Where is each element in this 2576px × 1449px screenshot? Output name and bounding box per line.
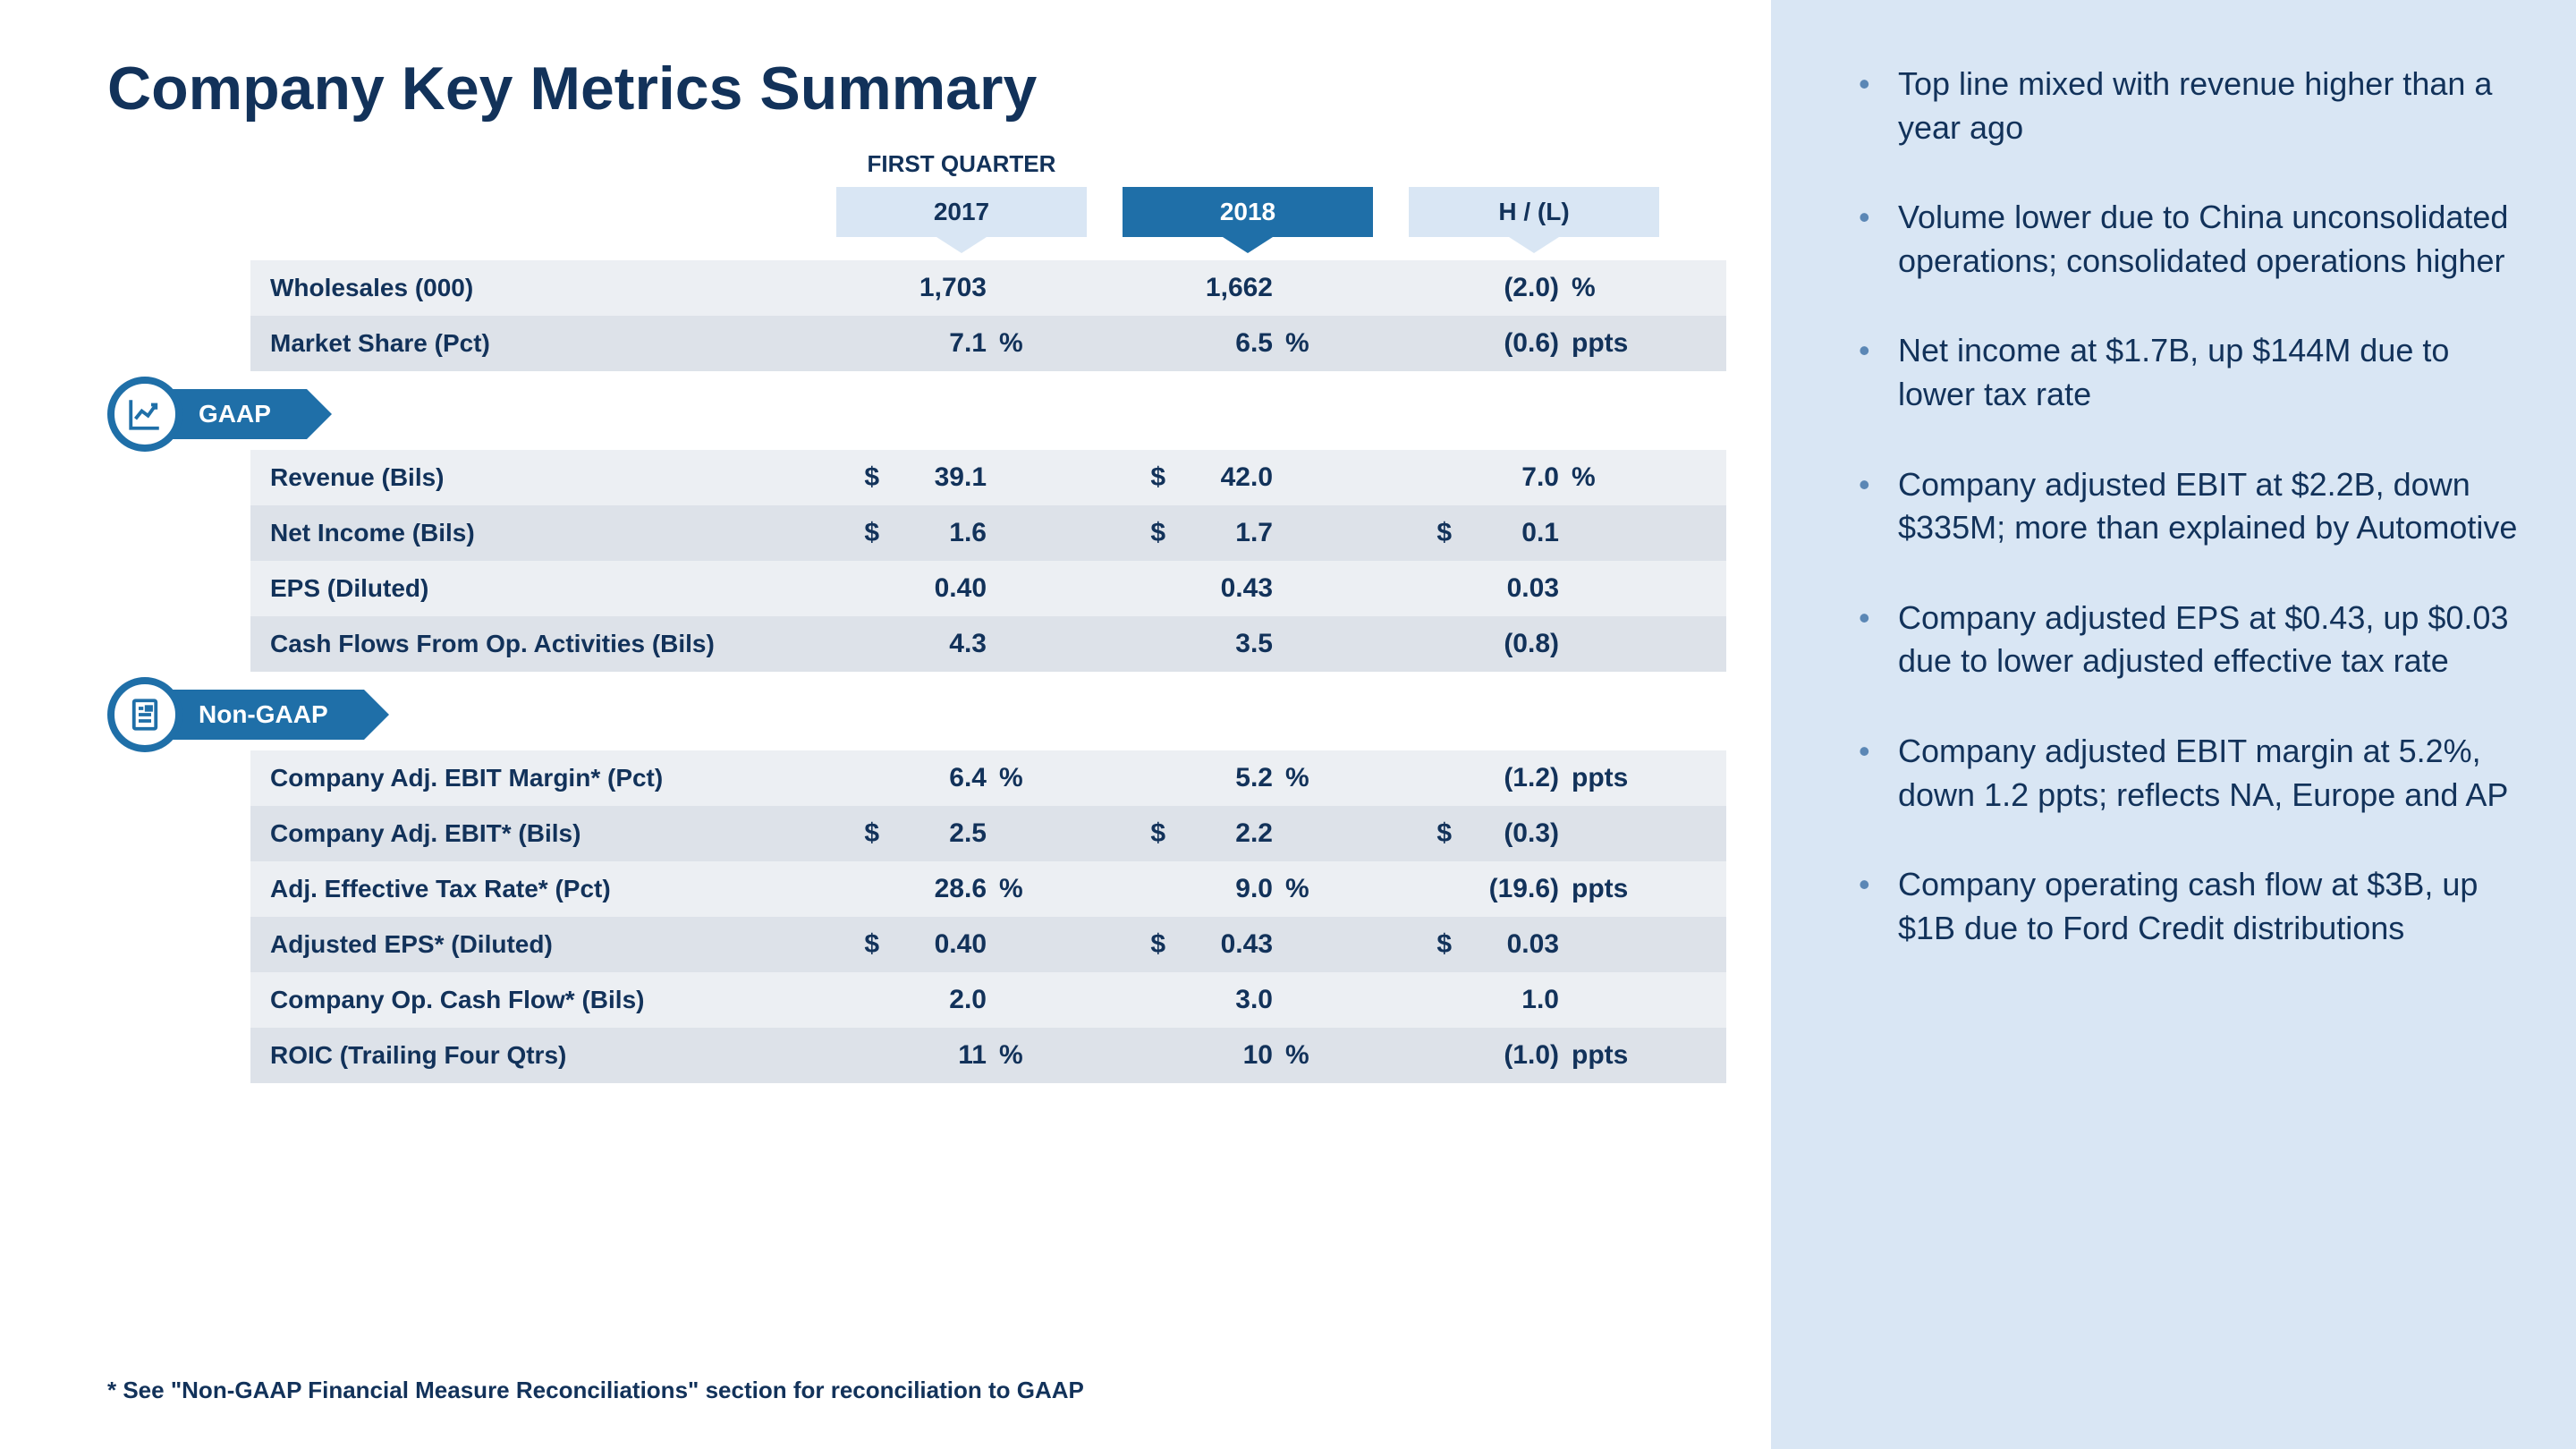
bullet-item: Company adjusted EBIT margin at 5.2%, do… [1852, 730, 2522, 817]
cell-y2: $1.7 [1123, 518, 1373, 548]
sidebar: Top line mixed with revenue higher than … [1771, 0, 2576, 1449]
cell-y2: 10% [1123, 1040, 1373, 1071]
table-row: EPS (Diluted)0.40 0.43 0.03 [250, 561, 1726, 616]
quarter-label: FIRST QUARTER [836, 150, 1087, 178]
cell-y1: 0.40 [836, 573, 1087, 604]
main-panel: Company Key Metrics Summary FIRST QUARTE… [0, 0, 1771, 1449]
bullet-list: Top line mixed with revenue higher than … [1852, 63, 2522, 950]
cell-hl: 0.03 [1409, 573, 1659, 604]
bullet-item: Company operating cash flow at $3B, up $… [1852, 863, 2522, 950]
cell-y1: $39.1 [836, 462, 1087, 493]
bullet-item: Top line mixed with revenue higher than … [1852, 63, 2522, 149]
cell-hl: $0.1 [1409, 518, 1659, 548]
row-label: Market Share (Pct) [250, 329, 836, 358]
bullet-item: Company adjusted EPS at $0.43, up $0.03 … [1852, 597, 2522, 683]
cell-y1: 2.0 [836, 985, 1087, 1015]
cell-y1: 11% [836, 1040, 1087, 1071]
nongaap-rows: Company Adj. EBIT Margin* (Pct)6.4% 5.2% (… [250, 750, 1726, 1083]
cell-y1: 1,703 [836, 273, 1087, 303]
table-row: Wholesales (000)1,703 1,662 (2.0)% [250, 260, 1726, 316]
page-title: Company Key Metrics Summary [107, 54, 1726, 123]
col-header-hl: H / (L) [1409, 187, 1659, 237]
table-row: Revenue (Bils)$39.1 $42.0 7.0% [250, 450, 1726, 505]
row-label: Company Adj. EBIT Margin* (Pct) [250, 764, 836, 792]
column-headers: 2017 2018 H / (L) [250, 187, 1726, 237]
bullet-item: Company adjusted EBIT at $2.2B, down $33… [1852, 463, 2522, 550]
document-icon [107, 677, 182, 752]
row-label: Company Op. Cash Flow* (Bils) [250, 986, 836, 1014]
top-rows: Wholesales (000)1,703 1,662 (2.0)% Market S… [250, 260, 1726, 371]
row-label: Company Adj. EBIT* (Bils) [250, 819, 836, 848]
chart-icon [107, 377, 182, 452]
table-row: Company Op. Cash Flow* (Bils)2.0 3.0 1.0 [250, 972, 1726, 1028]
cell-y2: $2.2 [1123, 818, 1373, 849]
gaap-rows: Revenue (Bils)$39.1 $42.0 7.0% Net Income (… [250, 450, 1726, 672]
bullet-item: Volume lower due to China unconsolidated… [1852, 196, 2522, 283]
table-row: ROIC (Trailing Four Qtrs)11% 10% (1.0)ppts [250, 1028, 1726, 1083]
cell-y1: 4.3 [836, 629, 1087, 659]
cell-y2: 9.0% [1123, 874, 1373, 904]
cell-hl: 7.0% [1409, 462, 1659, 493]
row-label: Revenue (Bils) [250, 463, 836, 492]
gaap-tag: GAAP [107, 387, 307, 441]
footnote: * See "Non-GAAP Financial Measure Reconc… [107, 1377, 1084, 1404]
cell-hl: $(0.3) [1409, 818, 1659, 849]
col-header-2018: 2018 [1123, 187, 1373, 237]
table-row: Market Share (Pct)7.1% 6.5% (0.6)ppts [250, 316, 1726, 371]
cell-y2: 1,662 [1123, 273, 1373, 303]
cell-hl: (2.0)% [1409, 273, 1659, 303]
row-label: Cash Flows From Op. Activities (Bils) [250, 630, 836, 658]
table-row: Cash Flows From Op. Activities (Bils)4.3… [250, 616, 1726, 672]
cell-y2: $0.43 [1123, 929, 1373, 960]
table-row: Adj. Effective Tax Rate* (Pct)28.6% 9.0% (… [250, 861, 1726, 917]
cell-hl: 1.0 [1409, 985, 1659, 1015]
cell-hl: (19.6)ppts [1409, 874, 1659, 904]
cell-y2: 0.43 [1123, 573, 1373, 604]
row-label: EPS (Diluted) [250, 574, 836, 603]
row-label: Adj. Effective Tax Rate* (Pct) [250, 875, 836, 903]
cell-y1: 28.6% [836, 874, 1087, 904]
row-label: ROIC (Trailing Four Qtrs) [250, 1041, 836, 1070]
cell-y1: $2.5 [836, 818, 1087, 849]
table-row: Company Adj. EBIT Margin* (Pct)6.4% 5.2% (… [250, 750, 1726, 806]
cell-y2: $42.0 [1123, 462, 1373, 493]
row-label: Wholesales (000) [250, 274, 836, 302]
row-label: Net Income (Bils) [250, 519, 836, 547]
cell-y2: 5.2% [1123, 763, 1373, 793]
cell-hl: (1.0)ppts [1409, 1040, 1659, 1071]
table-row: Company Adj. EBIT* (Bils)$2.5 $2.2 $(0.3) [250, 806, 1726, 861]
cell-y1: $1.6 [836, 518, 1087, 548]
cell-y2: 3.5 [1123, 629, 1373, 659]
cell-y2: 3.0 [1123, 985, 1373, 1015]
nongaap-tag: Non-GAAP [107, 688, 364, 741]
cell-y1: 7.1% [836, 328, 1087, 359]
cell-y2: 6.5% [1123, 328, 1373, 359]
row-label: Adjusted EPS* (Diluted) [250, 930, 836, 959]
cell-y1: 6.4% [836, 763, 1087, 793]
metrics-table: FIRST QUARTER 2017 2018 H / (L) Wholesal… [250, 150, 1726, 1083]
cell-hl: $0.03 [1409, 929, 1659, 960]
table-row: Net Income (Bils)$1.6 $1.7 $0.1 [250, 505, 1726, 561]
cell-hl: (0.8) [1409, 629, 1659, 659]
bullet-item: Net income at $1.7B, up $144M due to low… [1852, 329, 2522, 416]
cell-hl: (0.6)ppts [1409, 328, 1659, 359]
table-row: Adjusted EPS* (Diluted)$0.40 $0.43 $0.03 [250, 917, 1726, 972]
cell-y1: $0.40 [836, 929, 1087, 960]
cell-hl: (1.2)ppts [1409, 763, 1659, 793]
col-header-2017: 2017 [836, 187, 1087, 237]
